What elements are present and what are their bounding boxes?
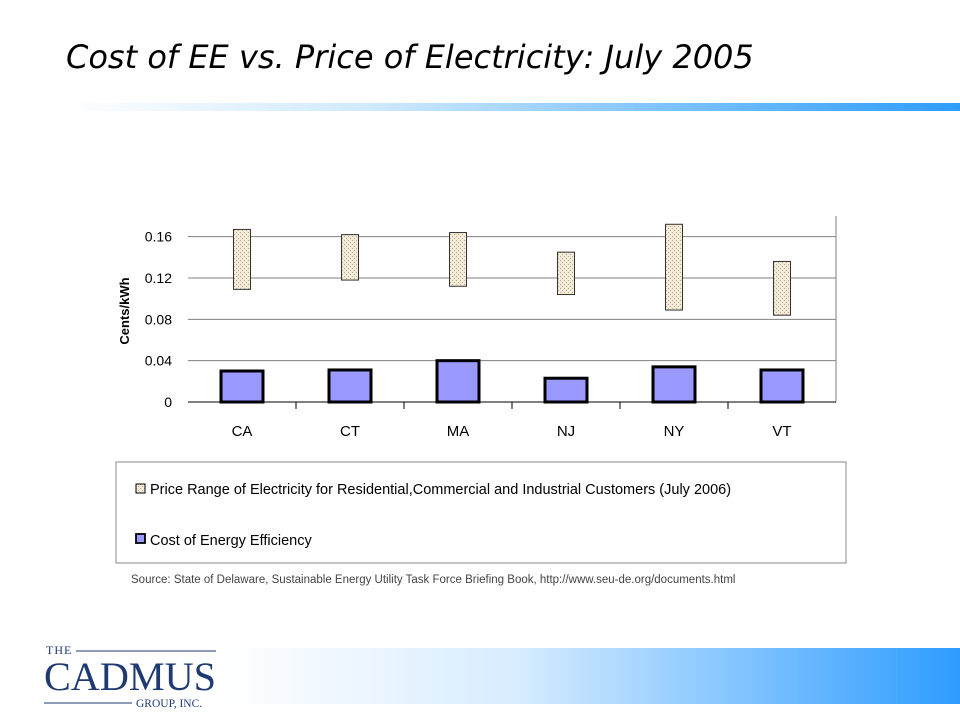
x-tick-label: CA (232, 423, 253, 440)
source-note: Source: State of Delaware, Sustainable E… (131, 574, 736, 586)
price-range-bar (665, 223, 683, 311)
axis-layer: 0 0.04 0.08 0.12 0.16 CA CT MA NJ NY VT (145, 216, 837, 440)
y-tick-label: 0.04 (145, 353, 172, 369)
ee-cost-bar (759, 368, 805, 404)
y-tick-label: 0.08 (145, 311, 172, 327)
x-tick-label: VT (772, 423, 791, 440)
price-range-bar (557, 251, 575, 296)
ee-cost-bar (219, 369, 265, 404)
grid-layer (188, 236, 836, 362)
y-tick-label: 0.16 (145, 229, 172, 245)
price-range-bar (773, 260, 791, 316)
price-range-bar (341, 234, 359, 281)
price-range-bar (233, 228, 251, 290)
legend: Price Range of Electricity for Residenti… (115, 461, 847, 564)
ee-cost-bar (543, 376, 589, 404)
energy-efficiency-series (219, 359, 805, 404)
x-tick-label: MA (447, 423, 470, 440)
legend-price-swatch (135, 483, 146, 494)
legend-price-label: Price Range of Electricity for Residenti… (150, 482, 731, 498)
x-tick-label: NJ (557, 423, 575, 440)
x-tick-label: NY (664, 423, 685, 440)
price-range-bar (449, 232, 467, 287)
legend-ee-swatch (135, 533, 146, 544)
x-tick-label: CT (340, 423, 360, 440)
logo-line-3: GROUP, INC. (136, 698, 202, 710)
footer-band (222, 648, 960, 704)
slide-title: Cost of EE vs. Price of Electricity: Jul… (66, 38, 754, 76)
legend-ee-label: Cost of Energy Efficiency (150, 533, 312, 549)
legend-frame (115, 461, 847, 564)
ee-cost-bar (651, 365, 697, 404)
title-rule (58, 103, 960, 111)
cadmus-logo: THE CADMUS GROUP, INC. (44, 643, 216, 710)
ee-cost-bar (327, 368, 373, 404)
logo-line-1: THE (46, 643, 72, 657)
price-range-series (233, 223, 791, 316)
y-axis-label: Cents/kWh (117, 277, 132, 344)
y-tick-label: 0.12 (145, 270, 172, 286)
logo-line-2: CADMUS (44, 654, 216, 699)
y-tick-label: 0 (164, 394, 172, 410)
ee-cost-bar (435, 359, 481, 404)
